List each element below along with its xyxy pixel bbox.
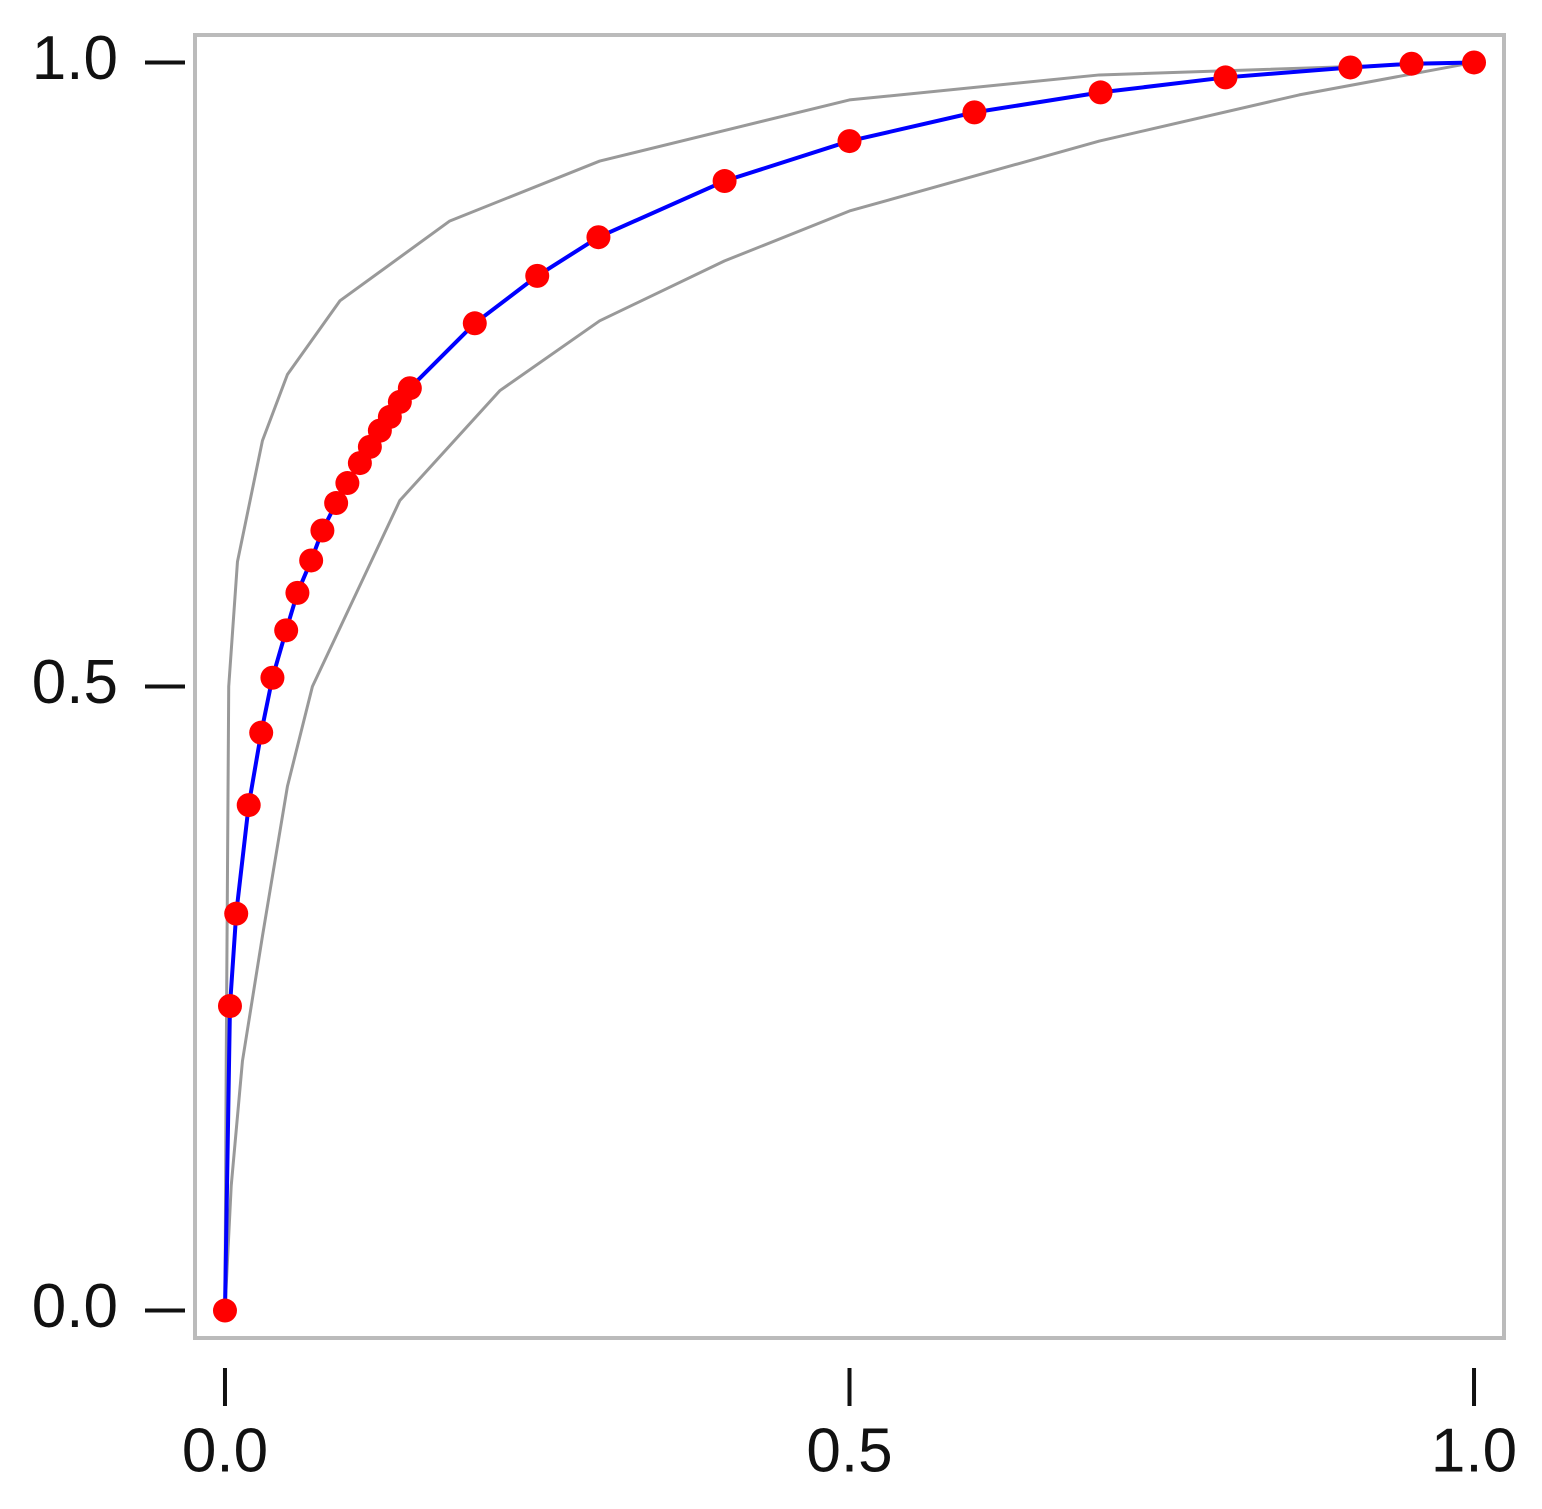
data-point [1088, 80, 1113, 105]
data-point [397, 376, 422, 401]
data-point [224, 901, 249, 926]
x-tick-label: 0.5 [806, 1416, 892, 1485]
plot-frame [193, 33, 1506, 1340]
data-point [586, 225, 611, 250]
data-point [274, 618, 299, 643]
data-point [285, 580, 310, 605]
data-point [212, 1298, 237, 1323]
data-point [837, 129, 862, 154]
data-point [249, 720, 274, 745]
data-point [217, 994, 242, 1019]
data-point [260, 665, 285, 690]
data-point [236, 793, 261, 818]
data-point [299, 548, 324, 573]
data-point [712, 169, 737, 194]
y-tick-label: 0.5 [32, 648, 118, 717]
y-tick-label: 0.0 [32, 1272, 118, 1341]
x-tick-label: 1.0 [1431, 1416, 1517, 1485]
series-line [223, 60, 1475, 1311]
x-tick-label: 0.0 [182, 1416, 268, 1485]
data-point [1462, 50, 1487, 75]
data-point [525, 263, 550, 288]
data-point [324, 491, 349, 516]
data-point [335, 471, 360, 496]
series-line [223, 60, 1475, 1311]
y-tick-label: 1.0 [32, 24, 118, 93]
data-point [1399, 51, 1424, 76]
data-point [310, 518, 335, 543]
data-point [962, 100, 987, 125]
data-point [1213, 65, 1238, 90]
data-point [462, 311, 487, 336]
data-point [1338, 55, 1363, 80]
